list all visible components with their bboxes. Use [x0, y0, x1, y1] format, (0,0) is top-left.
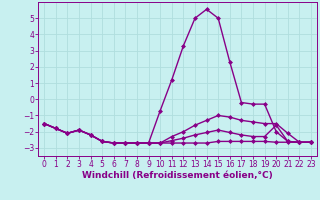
X-axis label: Windchill (Refroidissement éolien,°C): Windchill (Refroidissement éolien,°C): [82, 171, 273, 180]
